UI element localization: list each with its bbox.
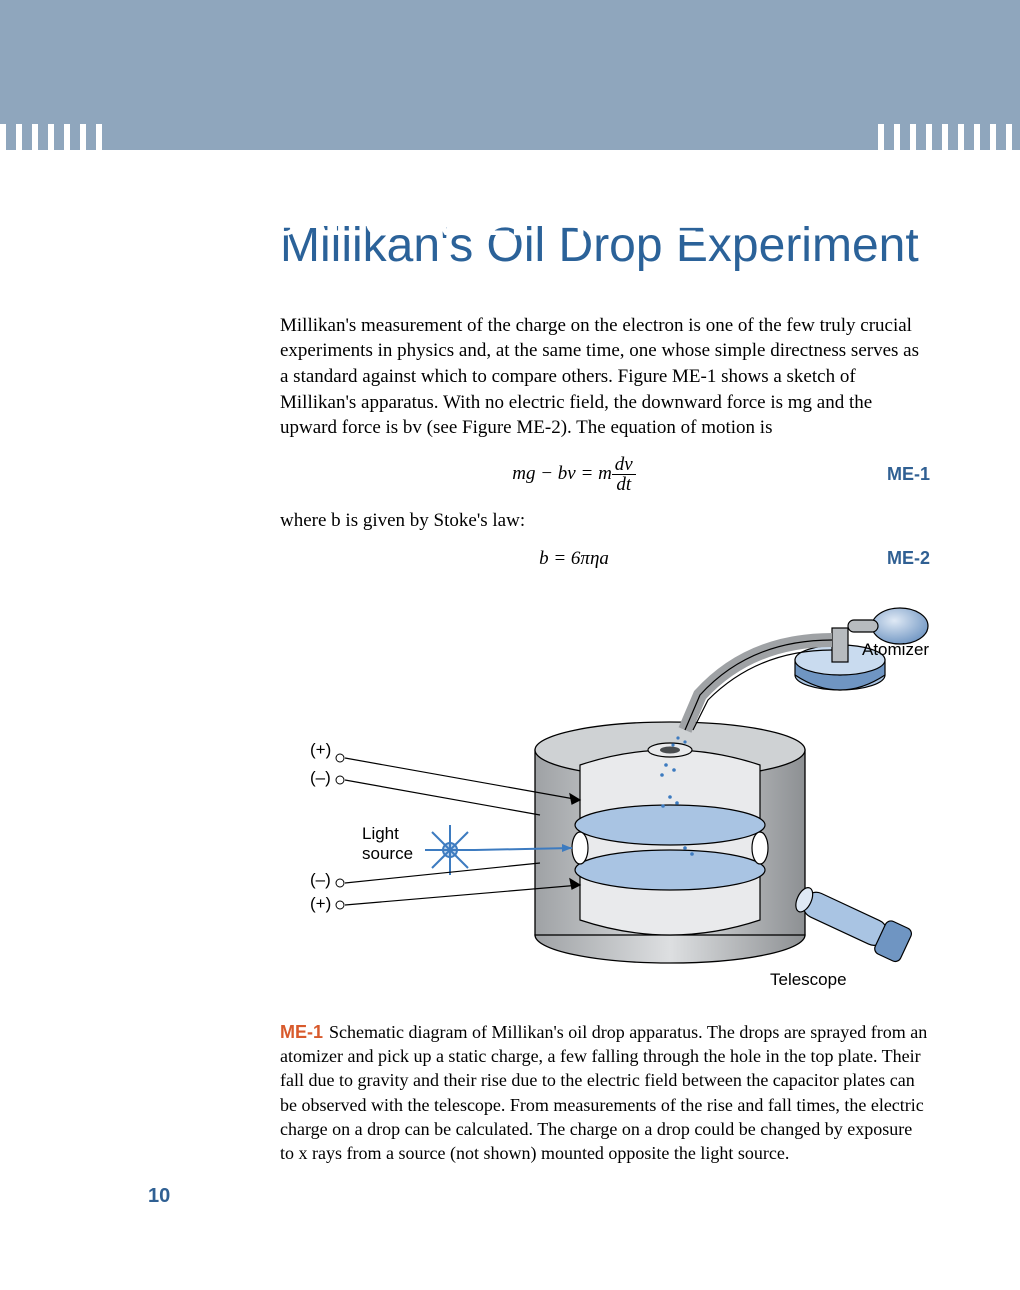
intro-paragraph: Millikan's measurement of the charge on … — [280, 313, 930, 441]
header-eyebrow: CLASSICAL CONCEPT REVIEW 4 — [120, 200, 770, 245]
ticks-left — [0, 124, 108, 150]
figure-caption-label: ME-1 — [280, 1022, 323, 1042]
page: Millikan's Oil Drop Experiment Millikan'… — [0, 150, 1020, 1248]
content: Millikan's Oil Drop Experiment Millikan'… — [280, 220, 930, 1165]
equation-1: mg − bv = mdvdt — [280, 455, 868, 494]
page-number: 10 — [148, 1185, 930, 1208]
apparatus-svg — [280, 600, 960, 1000]
eq1-left: mg − bv = m — [512, 463, 612, 484]
label-atomizer: Atomizer — [862, 640, 929, 660]
eq1-num: dv — [612, 455, 636, 475]
label-light-source: Light source — [362, 824, 413, 864]
equation-2-row: b = 6πηa ME-2 — [280, 548, 930, 570]
equation-1-label: ME-1 — [868, 464, 930, 485]
figure-caption-text: Schematic diagram of Millikan's oil drop… — [280, 1022, 927, 1163]
equation-2: b = 6πηa — [280, 548, 868, 570]
label-minus-top: (–) — [310, 768, 331, 788]
label-telescope: Telescope — [770, 970, 847, 990]
header-band: CLASSICAL CONCEPT REVIEW 4 — [0, 0, 1020, 150]
equation-2-label: ME-2 — [868, 548, 930, 569]
eq2-text: b = 6πηa — [539, 548, 609, 569]
tick-strip: CLASSICAL CONCEPT REVIEW 4 — [0, 104, 1020, 150]
equation-1-row: mg − bv = mdvdt ME-1 — [280, 455, 930, 494]
telescope-icon — [790, 880, 913, 963]
apparatus-diagram: Atomizer (+) (–) Light source (–) (+) Te… — [280, 600, 960, 1000]
light-source-icon — [425, 825, 475, 875]
eq1-den: dt — [612, 475, 636, 494]
ticks-right — [878, 124, 1020, 150]
label-plus-bot: (+) — [310, 894, 331, 914]
figure-ME-1: Atomizer (+) (–) Light source (–) (+) Te… — [280, 600, 930, 1000]
figure-caption: ME-1Schematic diagram of Millikan's oil … — [280, 1020, 930, 1166]
label-minus-bot: (–) — [310, 870, 331, 890]
label-plus-top: (+) — [310, 740, 331, 760]
stokes-lead: where b is given by Stoke's law: — [280, 508, 930, 534]
